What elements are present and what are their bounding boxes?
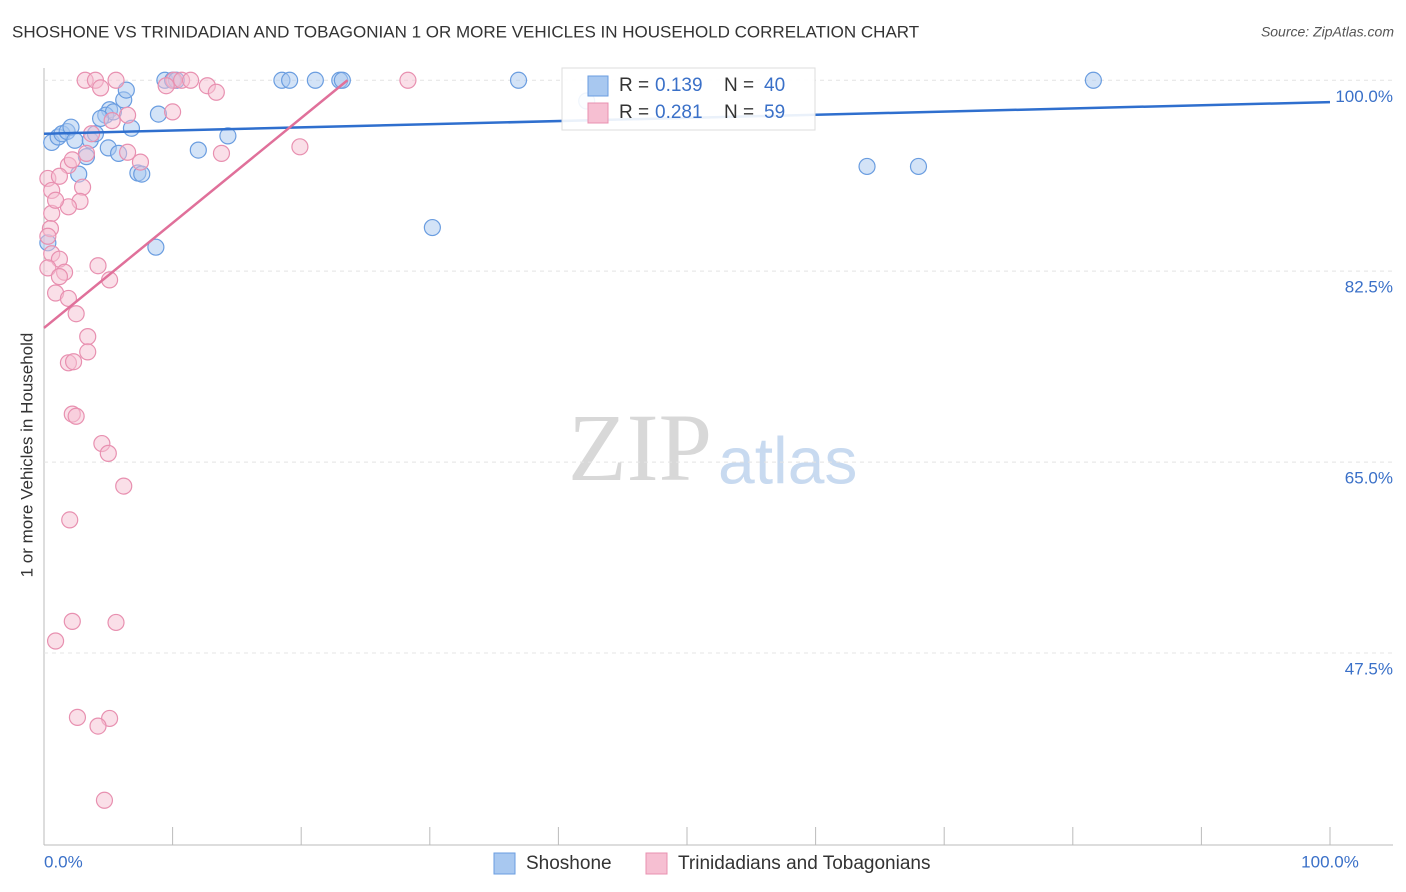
point: [291, 138, 309, 156]
point: [61, 511, 79, 529]
legend-n: 40: [764, 75, 785, 96]
point: [333, 71, 351, 89]
y-tick-label: 65.0%: [1345, 469, 1393, 488]
point: [149, 105, 168, 123]
point: [79, 343, 97, 361]
source: Source: ZipAtlas.com: [1261, 24, 1394, 40]
point: [67, 305, 85, 323]
y-tick-label: 82.5%: [1345, 278, 1393, 297]
legend-n-label: N =: [724, 102, 754, 123]
legend-swatch: [587, 75, 609, 97]
point: [46, 632, 65, 650]
point: [115, 477, 133, 495]
point: [207, 83, 225, 101]
point: [212, 144, 231, 162]
legend-r: 0.281: [655, 102, 703, 123]
y-tick-label: 100.0%: [1335, 87, 1393, 106]
point: [858, 157, 876, 176]
point: [306, 71, 324, 89]
point: [95, 791, 114, 809]
y-tick-label: 47.5%: [1345, 659, 1393, 678]
point: [68, 708, 87, 726]
legend-n: 59: [764, 102, 785, 123]
x-tick-label: 0.0%: [44, 852, 83, 871]
point: [63, 151, 81, 169]
point: [103, 112, 121, 130]
point: [399, 71, 417, 89]
point: [118, 143, 137, 161]
point: [89, 717, 107, 735]
legend-swatch: [493, 852, 516, 875]
point: [118, 106, 137, 124]
legend-swatch: [645, 852, 668, 875]
point: [39, 259, 57, 277]
point: [509, 71, 528, 89]
point: [89, 257, 107, 275]
legend-r: 0.139: [655, 75, 703, 96]
point: [423, 218, 441, 237]
point: [64, 353, 83, 371]
point: [91, 79, 110, 97]
trend-line: [43, 79, 349, 329]
point: [50, 268, 69, 286]
watermark: atlas: [718, 423, 857, 497]
point: [107, 71, 125, 89]
legend-label: Trinidadians and Tobagonians: [678, 853, 930, 874]
point: [50, 167, 69, 185]
point: [99, 444, 117, 462]
point: [1084, 71, 1102, 89]
legend-n-label: N =: [724, 75, 754, 96]
point: [66, 131, 84, 149]
point: [131, 153, 150, 171]
point: [107, 613, 125, 632]
point: [63, 612, 81, 630]
point: [157, 77, 175, 95]
point: [219, 127, 237, 145]
point: [281, 71, 299, 89]
point: [46, 191, 65, 209]
point: [39, 227, 57, 245]
point: [909, 157, 928, 176]
legend-label: Shoshone: [526, 853, 612, 874]
point: [182, 71, 200, 89]
point: [189, 141, 207, 159]
point: [79, 328, 97, 346]
point: [164, 103, 182, 121]
point: [77, 144, 96, 162]
point: [73, 178, 92, 196]
x-tick-label: 100.0%: [1301, 852, 1359, 871]
point: [147, 238, 165, 256]
point: [67, 407, 85, 425]
legend-r-label: R =: [619, 75, 649, 96]
legend-swatch: [587, 102, 609, 124]
y-axis-title: 1 or more Vehicles in Household: [17, 333, 36, 578]
watermark: ZIP: [568, 394, 712, 501]
chart-title: SHOSHONE VS TRINIDADIAN AND TOBAGONIAN 1…: [12, 22, 919, 41]
legend-r-label: R =: [619, 102, 649, 123]
